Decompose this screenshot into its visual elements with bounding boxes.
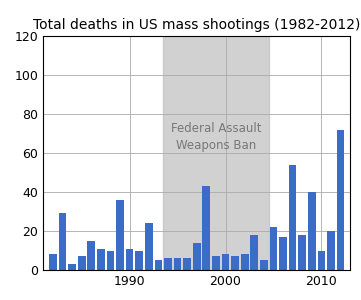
Bar	[145, 223, 153, 270]
Bar	[68, 264, 76, 270]
Bar	[289, 165, 296, 270]
Bar	[193, 243, 201, 270]
Bar	[174, 258, 181, 270]
Bar	[318, 250, 325, 270]
Bar	[260, 260, 268, 270]
Text: Federal Assault
Weapons Ban: Federal Assault Weapons Ban	[171, 122, 261, 152]
Bar	[87, 241, 95, 270]
Bar	[327, 231, 335, 270]
Bar	[164, 258, 172, 270]
Bar	[58, 214, 66, 270]
Bar	[116, 200, 124, 270]
Bar	[231, 256, 239, 270]
Bar	[241, 254, 248, 270]
Bar	[299, 235, 306, 270]
Bar	[212, 256, 220, 270]
Bar	[183, 258, 191, 270]
Title: Total deaths in US mass shootings (1982-2012): Total deaths in US mass shootings (1982-…	[33, 18, 360, 32]
Bar	[222, 254, 229, 270]
Bar	[270, 227, 277, 270]
Bar	[308, 192, 316, 270]
Bar	[251, 235, 258, 270]
Bar	[163, 36, 269, 270]
Bar	[97, 248, 105, 270]
Bar	[155, 260, 162, 270]
Bar	[106, 250, 114, 270]
Bar	[78, 256, 86, 270]
Bar	[126, 248, 134, 270]
Bar	[279, 237, 287, 270]
Bar	[337, 130, 344, 270]
Bar	[135, 250, 143, 270]
Bar	[203, 186, 210, 270]
Bar	[49, 254, 57, 270]
